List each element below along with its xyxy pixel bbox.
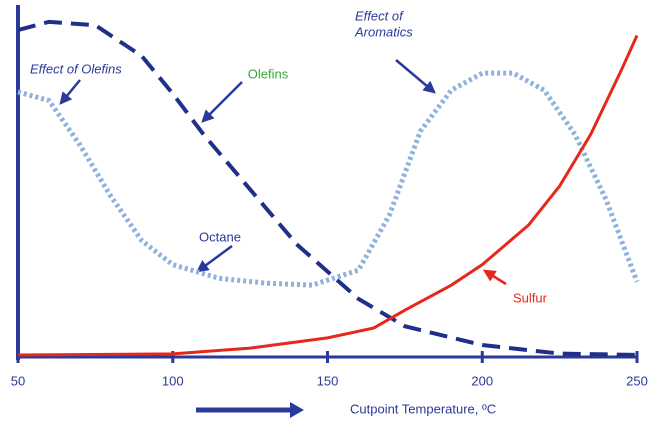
annotation: Effect of — [355, 8, 404, 23]
series-label: Octane — [199, 229, 241, 244]
series-line — [17, 19, 638, 357]
x-tick-label: 150 — [317, 373, 339, 388]
x-label-arrowhead — [290, 402, 304, 418]
x-tick-label: 50 — [11, 373, 25, 388]
series-label: Olefins — [248, 66, 289, 81]
annotation: Aromatics — [354, 24, 413, 39]
x-tick-label: 250 — [626, 373, 648, 388]
annotation-arrows — [59, 59, 507, 286]
x-tick-label: 200 — [471, 373, 493, 388]
x-tick-label: 100 — [162, 373, 184, 388]
series-label: Sulfur — [513, 290, 548, 305]
series-line — [17, 34, 639, 357]
series-line — [17, 70, 640, 288]
x-axis-label: Cutpoint Temperature, ºC — [350, 401, 496, 416]
annotation: Effect of Olefins — [30, 61, 122, 76]
